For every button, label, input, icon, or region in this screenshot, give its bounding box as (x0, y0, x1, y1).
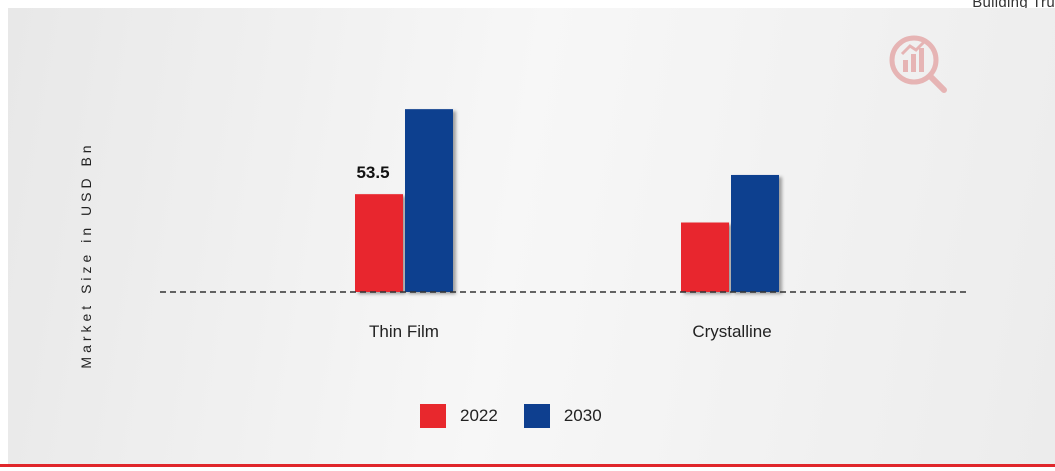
y-axis-label: Market Size in USD Bn (78, 141, 94, 369)
x-tick-label-crystalline: Crystalline (692, 322, 772, 341)
legend-swatch-2030 (523, 404, 550, 428)
legend-item-2030: 2030 (523, 404, 602, 428)
bar-crystalline-2022 (681, 222, 729, 292)
data-label-thin-film-2022: 53.5 (356, 163, 389, 182)
bar-thin-film-2022 (355, 194, 403, 292)
chart-in-circle-logo-icon (889, 35, 947, 93)
bar-thin-film-2030 (405, 109, 453, 293)
bottom-accent-rule (0, 464, 1055, 467)
chart-panel (8, 8, 1055, 464)
legend-label-2030: 2030 (563, 406, 602, 425)
legend-swatch-2022 (420, 404, 446, 428)
bar-crystalline-2030 (731, 174, 779, 292)
legend-label-2022: 2022 (460, 406, 498, 425)
x-tick-label-thin-film: Thin Film (369, 322, 439, 341)
legend-item-2022: 2022 (420, 404, 498, 428)
chart-legend: 2022 2030 (420, 404, 628, 428)
header-tagline-text: Building Tru (972, 0, 1055, 11)
